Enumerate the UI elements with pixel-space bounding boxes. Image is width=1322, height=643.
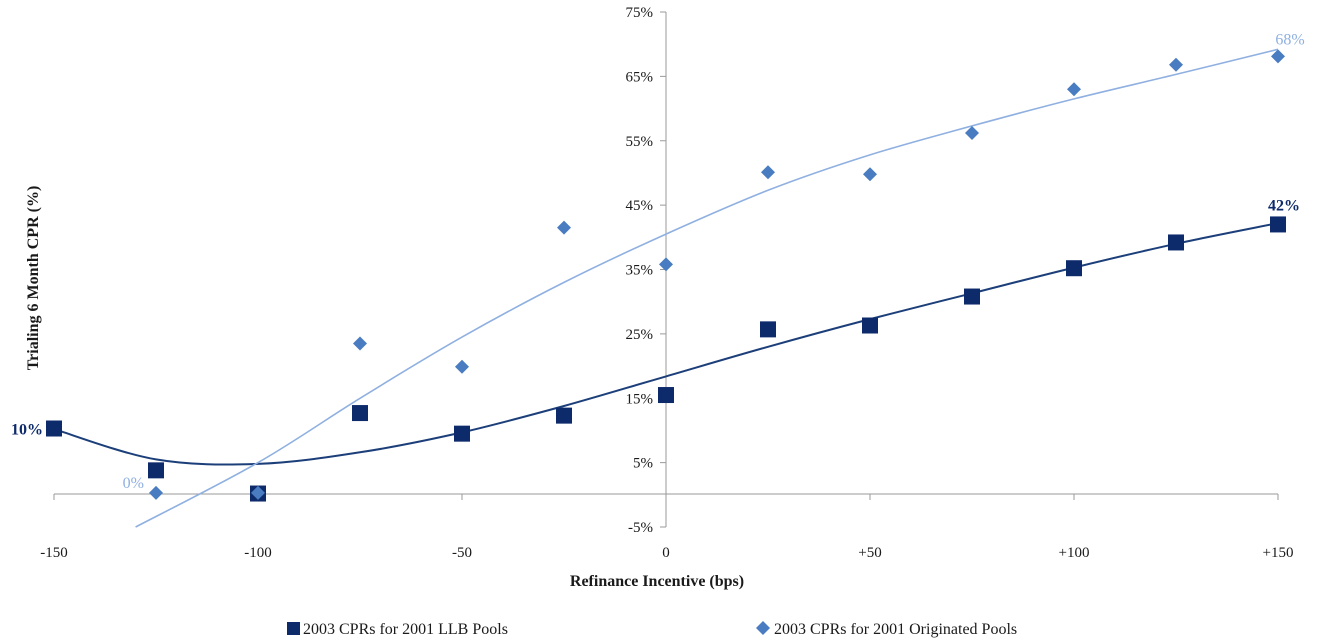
point-originated: [353, 336, 367, 351]
point-llb: [454, 425, 470, 442]
legend-label-originated: 2003 CPRs for 2001 Originated Pools: [774, 621, 1017, 638]
point-llb: [46, 420, 62, 437]
point-originated: [1271, 49, 1285, 64]
legend-label-llb: 2003 CPRs for 2001 LLB Pools: [303, 621, 508, 638]
point-originated: [557, 220, 571, 235]
data-label-originated: 68%: [1275, 31, 1304, 48]
x-tick-label: 0: [662, 545, 670, 561]
x-tick-label: -100: [244, 545, 272, 561]
point-llb: [1168, 234, 1184, 251]
point-llb: [1270, 216, 1286, 233]
marks-group: [46, 49, 1286, 502]
point-originated: [1067, 82, 1081, 97]
y-tick-label: 35%: [626, 263, 654, 279]
end-labels-group: 10% 42% 0% 68%: [11, 31, 1305, 491]
x-tick-label: +150: [1263, 545, 1294, 561]
y-tick-label: 5%: [633, 456, 653, 472]
point-originated: [149, 485, 163, 500]
y-tick-label: 25%: [626, 327, 654, 343]
legend-marker-originated: [756, 621, 770, 635]
y-tick-label: 75%: [626, 5, 654, 21]
x-tick-label: +100: [1059, 545, 1090, 561]
point-llb: [148, 462, 164, 479]
y-tick-label: 55%: [626, 134, 654, 150]
point-llb: [658, 387, 674, 404]
point-llb: [1066, 260, 1082, 277]
y-tick-label: 65%: [626, 69, 654, 85]
data-label-llb: 10%: [11, 422, 43, 439]
trendline-originated: [135, 48, 1279, 528]
point-llb: [352, 405, 368, 422]
x-tick-label: -150: [40, 545, 68, 561]
data-label-originated: 0%: [123, 475, 144, 492]
point-originated: [455, 359, 469, 374]
legend: 2003 CPRs for 2001 LLB Pools 2003 CPRs f…: [287, 621, 1017, 638]
x-tick-label: +50: [858, 545, 881, 561]
point-llb: [964, 288, 980, 305]
point-originated: [863, 167, 877, 182]
legend-marker-llb: [287, 622, 300, 635]
point-originated: [965, 126, 979, 141]
x-axis-title: Refinance Incentive (bps): [570, 573, 744, 590]
x-tick-label: -50: [452, 545, 472, 561]
point-originated: [251, 485, 265, 500]
point-originated: [1169, 57, 1183, 72]
point-llb: [760, 321, 776, 338]
y-tick-label: -5%: [628, 520, 653, 536]
point-originated: [659, 257, 673, 272]
axes-group: -150 -100 -50 0 +50 +100 +150 -5% 5% 15% 25% 35% 45%…: [40, 5, 1293, 561]
data-label-llb: 42%: [1268, 197, 1300, 214]
point-originated: [761, 165, 775, 180]
point-llb: [862, 317, 878, 334]
y-tick-label: 15%: [626, 391, 654, 407]
y-tick-label: 45%: [626, 198, 654, 214]
point-llb: [556, 407, 572, 424]
y-axis-title: Trialing 6 Month CPR (%): [25, 186, 42, 371]
